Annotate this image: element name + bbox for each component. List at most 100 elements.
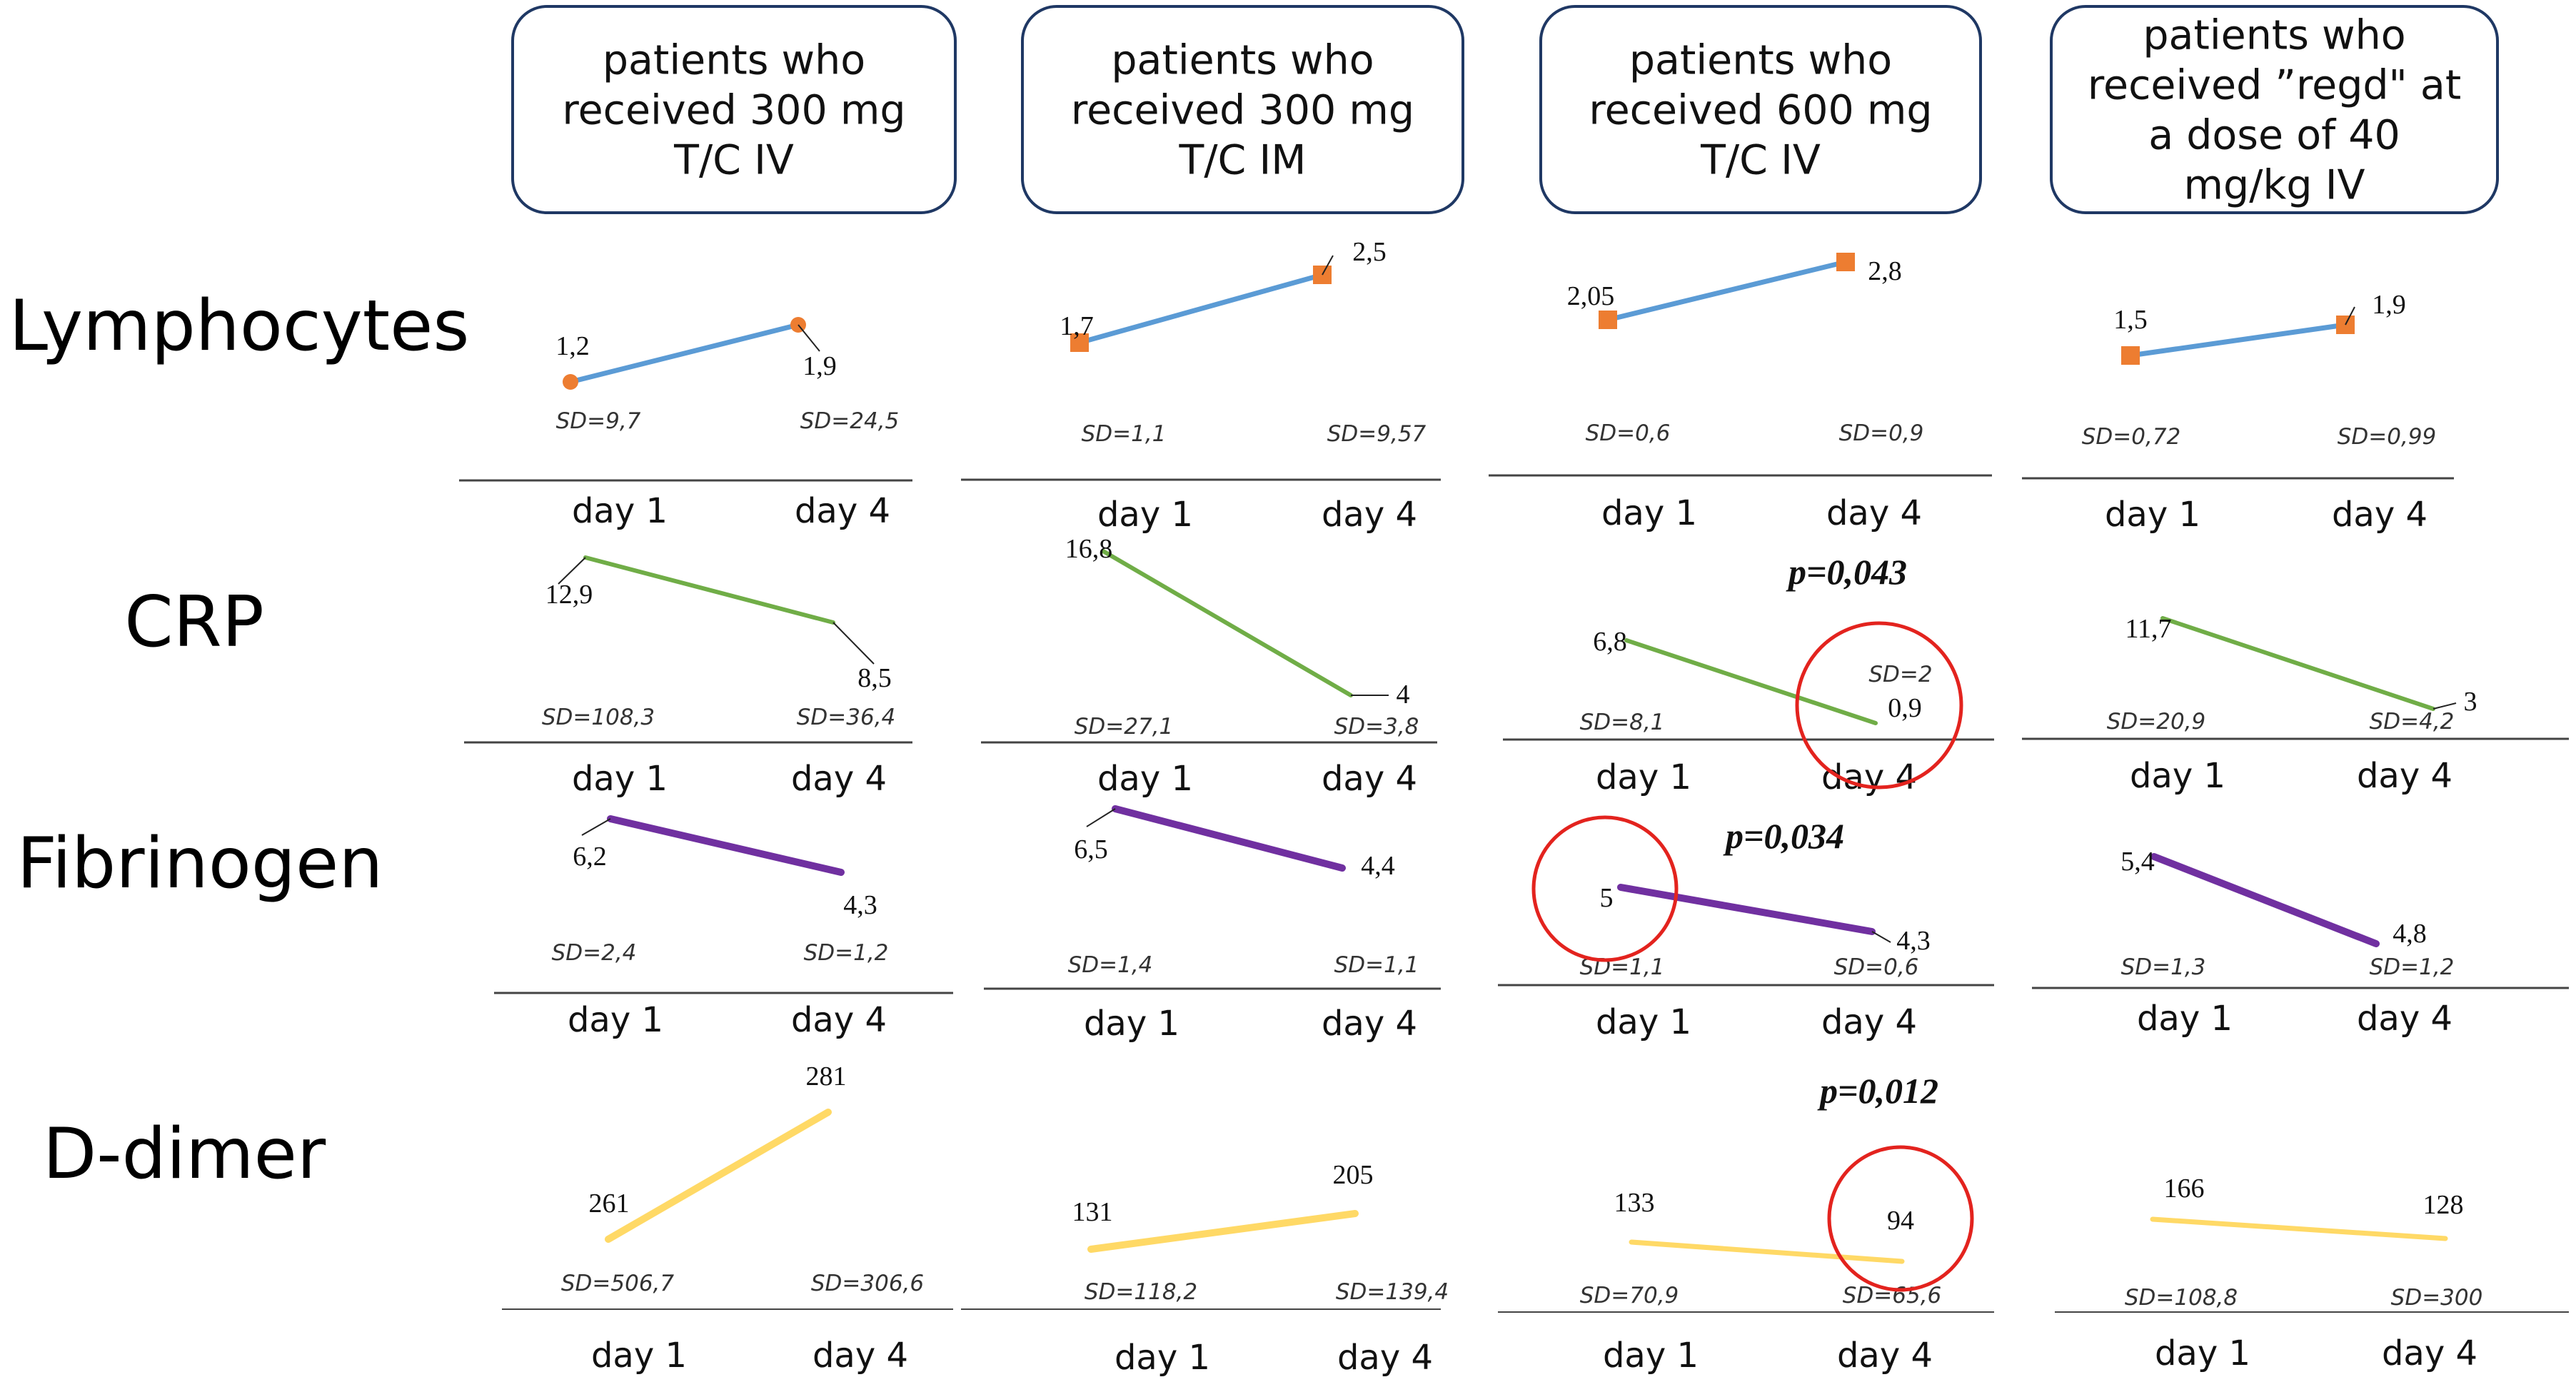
data-label-d-dimer-2-0: 131 <box>1072 1197 1113 1227</box>
row-label: Fibrinogen <box>17 823 383 904</box>
x-tick-label-fibrinogen-1-1: day 4 <box>791 1000 887 1040</box>
sd-label-fibrinogen-4-1: SD=1,2 <box>2370 954 2455 980</box>
data-label-fibrinogen-1-0: 6,2 <box>573 842 607 872</box>
header-line: patients who <box>1111 37 1374 84</box>
x-tick-label-fibrinogen-3-0: day 1 <box>1596 1002 1691 1042</box>
data-label-fibrinogen-3-1: 4,3 <box>1896 926 1931 956</box>
header-line: T/C IM <box>1179 137 1307 184</box>
data-label-lymphocytes-3-0: 2,05 <box>1567 281 1615 311</box>
header-box-4 <box>2050 5 2499 214</box>
x-tick-label-fibrinogen-2-1: day 4 <box>1322 1004 1417 1044</box>
sd-label-lymphocytes-3-0: SD=0,6 <box>1586 420 1671 446</box>
data-label-fibrinogen-4-0: 5,4 <box>2120 847 2155 877</box>
sd-label-lymphocytes-2-0: SD=1,1 <box>1082 421 1167 447</box>
sd-label-d-dimer-4-0: SD=108,8 <box>2125 1285 2238 1311</box>
series-line-lymphocytes-3 <box>1605 259 1848 323</box>
sd-label-d-dimer-1-0: SD=506,7 <box>561 1271 675 1296</box>
sd-label-crp-2-0: SD=27,1 <box>1075 714 1174 740</box>
leader-line-fibrinogen-1-0 <box>581 818 611 836</box>
x-tick-label-fibrinogen-3-1: day 4 <box>1821 1002 1917 1042</box>
data-label-crp-3-0: 6,8 <box>1593 627 1627 657</box>
series-line-crp-1 <box>583 555 835 625</box>
series-line-crp-4 <box>2160 616 2435 711</box>
x-tick-label-crp-2-1: day 4 <box>1322 759 1417 799</box>
header-line: received ”regd" at <box>2088 62 2461 109</box>
sd-label-fibrinogen-1-1: SD=1,2 <box>804 940 889 966</box>
series-line-fibrinogen-2 <box>1112 805 1346 872</box>
data-label-crp-2-1: 4 <box>1397 680 1410 710</box>
data-label-fibrinogen-2-1: 4,4 <box>1361 851 1395 881</box>
x-tick-label-lymphocytes-2-0: day 1 <box>1097 495 1193 535</box>
x-tick-label-lymphocytes-1-0: day 1 <box>572 491 668 531</box>
sd-label-crp-1-1: SD=36,4 <box>797 705 896 730</box>
data-label-crp-3-1: 0,9 <box>1888 693 1922 723</box>
data-label-lymphocytes-2-0: 1,7 <box>1060 311 1094 341</box>
sd-label-crp-4-0: SD=20,9 <box>2107 709 2206 735</box>
header-line: T/C IV <box>673 137 794 184</box>
x-tick-label-d-dimer-1-1: day 4 <box>812 1336 908 1376</box>
sd-label-d-dimer-2-1: SD=139,4 <box>1336 1279 1449 1305</box>
sd-label-d-dimer-4-1: SD=300 <box>2391 1285 2483 1311</box>
data-label-lymphocytes-4-1: 1,9 <box>2372 290 2406 320</box>
series-line-d-dimer-3 <box>1629 1239 1905 1264</box>
data-label-crp-4-0: 11,7 <box>2125 614 2171 644</box>
header-line: patients who <box>1629 37 1892 84</box>
leader-line-lymphocytes-1-1 <box>798 324 820 352</box>
x-tick-label-crp-2-0: day 1 <box>1097 759 1193 799</box>
data-label-fibrinogen-4-1: 4,8 <box>2393 919 2427 949</box>
sd-label-d-dimer-3-0: SD=70,9 <box>1580 1283 1679 1308</box>
x-tick-label-lymphocytes-3-1: day 4 <box>1826 493 1922 533</box>
sd-label-crp-1-0: SD=108,3 <box>542 705 655 730</box>
series-line-lymphocytes-2 <box>1077 272 1325 346</box>
data-label-fibrinogen-2-0: 6,5 <box>1074 834 1108 864</box>
series-line-d-dimer-4 <box>2150 1216 2448 1241</box>
sd-label-crp-4-1: SD=4,2 <box>2370 709 2455 735</box>
highlight-circle-crp <box>1795 621 1963 790</box>
data-label-d-dimer-1-0: 261 <box>589 1189 630 1219</box>
sd-label-lymphocytes-4-1: SD=0,99 <box>2338 424 2437 450</box>
sd-label-crp-3-0: SD=8,1 <box>1580 710 1665 735</box>
data-label-d-dimer-3-0: 133 <box>1614 1188 1655 1218</box>
data-label-crp-4-1: 3 <box>2464 687 2477 717</box>
series-line-crp-3 <box>1624 638 1878 725</box>
sd-label-fibrinogen-2-1: SD=1,1 <box>1334 952 1419 978</box>
sd-label-lymphocytes-3-1: SD=0,9 <box>1839 420 1924 446</box>
header-box-2 <box>1021 5 1464 214</box>
data-label-d-dimer-2-1: 205 <box>1333 1160 1374 1190</box>
leader-line-crp-4-1 <box>2432 702 2457 710</box>
data-label-crp-1-1: 8,5 <box>857 663 892 693</box>
row-label: CRP <box>124 582 264 663</box>
x-tick-label-fibrinogen-1-0: day 1 <box>568 1000 663 1040</box>
x-tick-label-lymphocytes-4-1: day 4 <box>2332 495 2427 535</box>
x-tick-label-lymphocytes-1-1: day 4 <box>795 491 890 531</box>
header-line: received 600 mg <box>1589 87 1932 134</box>
x-tick-label-crp-3-1: day 4 <box>1821 757 1917 797</box>
leader-line-lymphocytes-4-1 <box>2345 306 2355 326</box>
data-point-lymphocytes-4-0 <box>2121 346 2140 365</box>
sd-label-fibrinogen-3-1: SD=0,6 <box>1834 954 1919 980</box>
data-label-crp-2-0: 16,8 <box>1065 534 1113 564</box>
leader-line-fibrinogen-2-0 <box>1086 808 1116 827</box>
x-tick-label-d-dimer-3-0: day 1 <box>1603 1336 1699 1376</box>
series-line-fibrinogen-3 <box>1617 884 1876 935</box>
x-tick-label-lymphocytes-3-0: day 1 <box>1601 493 1697 533</box>
sd-label-lymphocytes-2-1: SD=9,57 <box>1327 421 1427 447</box>
data-label-fibrinogen-3-0: 5 <box>1600 883 1614 913</box>
header-line: T/C IV <box>1700 137 1821 184</box>
series-line-crp-2 <box>1101 549 1353 697</box>
sd-label-fibrinogen-2-0: SD=1,4 <box>1068 952 1153 978</box>
leader-line-crp-1-0 <box>558 557 586 585</box>
data-point-lymphocytes-3-0 <box>1599 311 1617 329</box>
sd-label-lymphocytes-4-0: SD=0,72 <box>2082 424 2181 450</box>
x-tick-label-crp-3-0: day 1 <box>1596 757 1691 797</box>
x-tick-label-d-dimer-3-1: day 4 <box>1837 1336 1933 1376</box>
row-label: D-dimer <box>43 1114 326 1195</box>
series-line-fibrinogen-4 <box>2150 853 2380 947</box>
data-label-lymphocytes-1-1: 1,9 <box>803 351 837 381</box>
x-tick-label-crp-4-0: day 1 <box>2130 756 2225 796</box>
data-label-fibrinogen-1-1: 4,3 <box>843 890 877 920</box>
sd-label-crp-3-1: SD=2 <box>1868 662 1932 687</box>
x-tick-label-crp-4-1: day 4 <box>2357 756 2452 796</box>
sd-label-fibrinogen-1-0: SD=2,4 <box>552 940 637 966</box>
